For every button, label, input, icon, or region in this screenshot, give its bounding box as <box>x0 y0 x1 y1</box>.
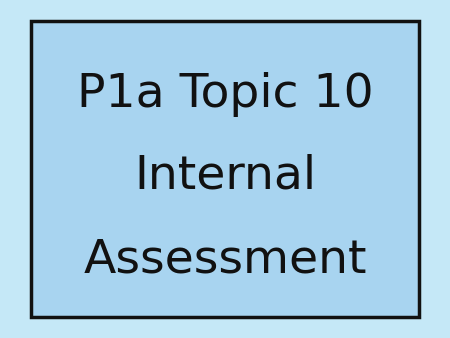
Text: Assessment: Assessment <box>83 238 367 283</box>
Text: Internal: Internal <box>134 153 316 198</box>
FancyBboxPatch shape <box>31 21 419 317</box>
Text: P1a Topic 10: P1a Topic 10 <box>76 72 373 117</box>
